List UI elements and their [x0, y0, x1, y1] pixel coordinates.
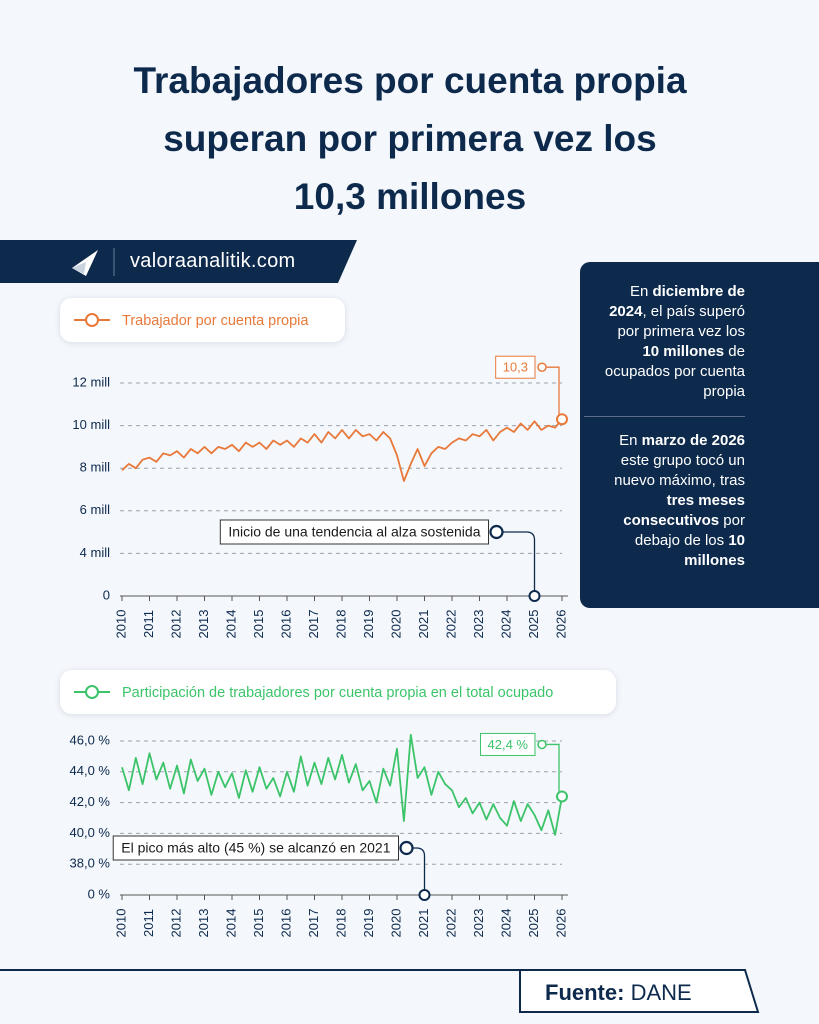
y-tick-label: 10 mill: [72, 417, 110, 432]
x-tick-label: 2020: [388, 610, 403, 639]
data-point: [556, 790, 568, 803]
value-label-box: [495, 355, 536, 379]
legend-label: Participación de trabajadores por cuenta…: [122, 685, 553, 701]
x-tick-label: 2023: [471, 909, 486, 938]
sidebar-paragraph: En marzo de 2026 este grupo tocó un nuev…: [584, 416, 745, 585]
brand-banner: [0, 240, 357, 283]
source-label: Fuente:: [545, 980, 625, 1005]
annotation-box: [219, 519, 489, 545]
x-tick-label: 2021: [416, 909, 431, 938]
x-tick-label: 2011: [141, 610, 156, 638]
annotation-dot: [399, 840, 414, 856]
sidebar-paragraph: En diciembre de 2024, el país superó por…: [600, 282, 745, 416]
annotation-connector: [412, 847, 426, 890]
annotation-text: Inicio de una tendencia al alza sostenid…: [228, 524, 480, 540]
x-tick-label: 2017: [306, 610, 321, 639]
value-label: 42,4 %: [488, 737, 529, 752]
annotation-dot: [489, 524, 504, 540]
legend-swatch: [85, 685, 99, 699]
x-tick-label: 2013: [196, 909, 211, 938]
source-name: DANE: [630, 980, 692, 1005]
x-tick-label: 2010: [113, 909, 128, 938]
y-tick-label: 40,0 %: [70, 825, 111, 840]
x-tick-label: 2010: [113, 610, 128, 639]
x-tick-label: 2022: [443, 610, 458, 639]
x-tick-label: 2025: [526, 610, 541, 639]
annotation-target: [418, 889, 431, 901]
annotation-text: El pico más alto (45 %) se alcanzó en 20…: [121, 840, 390, 856]
x-tick-label: 2024: [498, 610, 513, 639]
x-tick-label: 2018: [333, 909, 348, 938]
y-tick-label: 38,0 %: [70, 856, 111, 871]
x-tick-label: 2015: [251, 610, 266, 639]
sidebar-text: 10 millones: [642, 343, 725, 360]
y-tick-label: 0: [103, 587, 110, 602]
sidebar: En diciembre de 2024, el país superó por…: [580, 262, 819, 608]
y-tick-label: 4 mill: [80, 545, 110, 560]
y-tick-label: 46,0 %: [70, 732, 111, 747]
data-line: [121, 418, 563, 482]
sidebar-text: de ocupados por cuenta propia: [604, 343, 745, 400]
x-tick-label: 2018: [333, 610, 348, 639]
value-label: 10,3: [503, 360, 528, 375]
annotation-target: [528, 590, 541, 602]
x-tick-label: 2023: [471, 610, 486, 639]
x-tick-label: 2026: [553, 610, 568, 639]
x-tick-label: 2019: [361, 909, 376, 938]
legend-box: [60, 298, 345, 342]
y-tick-label: 42,0 %: [70, 794, 111, 809]
label-dot: [537, 739, 547, 750]
source: Fuente: DANE: [545, 980, 692, 1006]
y-tick-label: 44,0 %: [70, 763, 111, 778]
x-tick-label: 2012: [168, 610, 183, 639]
x-tick-label: 2016: [278, 909, 293, 938]
x-tick-label: 2013: [196, 610, 211, 639]
data-point: [556, 413, 568, 426]
annotation-connector: [502, 531, 536, 591]
y-tick-label: 8 mill: [80, 460, 110, 475]
label-connector: [546, 366, 560, 415]
x-tick-label: 2024: [498, 909, 513, 938]
x-tick-label: 2012: [168, 909, 183, 938]
sidebar-text: 10 millones: [684, 532, 745, 569]
x-tick-label: 2021: [416, 610, 431, 639]
x-tick-label: 2019: [361, 610, 376, 639]
x-tick-label: 2015: [251, 909, 266, 938]
value-label-box: [480, 732, 536, 756]
x-tick-label: 2011: [141, 909, 156, 937]
legend-swatch: [85, 313, 99, 327]
y-tick-label: 6 mill: [80, 502, 110, 517]
sidebar-text: tres meses consecutivos: [623, 492, 745, 529]
source-box: [519, 969, 760, 1013]
annotation-box: [112, 835, 399, 861]
sidebar-text: En: [629, 283, 653, 300]
x-tick-label: 2022: [443, 909, 458, 938]
sidebar-text: diciembre de 2024: [609, 283, 745, 320]
sidebar-text: este grupo tocó un nuevo máximo, tras: [614, 452, 745, 489]
label-connector: [546, 743, 560, 792]
x-tick-label: 2026: [553, 909, 568, 938]
brand: valoraanalitik.com: [130, 250, 296, 272]
x-tick-label: 2017: [306, 909, 321, 938]
x-tick-label: 2016: [278, 610, 293, 639]
title: Trabajadores por cuenta propia superan p…: [133, 60, 687, 217]
sidebar-text: En: [619, 432, 642, 449]
data-line: [121, 733, 563, 836]
x-tick-label: 2020: [388, 909, 403, 938]
x-tick-label: 2014: [223, 909, 238, 938]
legend-label: Trabajador por cuenta propia: [122, 313, 309, 329]
x-tick-label: 2014: [223, 610, 238, 639]
sidebar-text: , el país superó por primera vez los: [617, 303, 745, 340]
brand-logo-shade: [72, 262, 86, 274]
x-tick-label: 2025: [526, 909, 541, 938]
label-dot: [537, 362, 547, 372]
sidebar-text: por debajo de los: [634, 512, 745, 549]
sidebar-text: marzo de 2026: [641, 432, 745, 449]
legend-box: [60, 670, 616, 714]
y-tick-label: 12 mill: [72, 374, 110, 389]
y-tick-label: 0 %: [88, 886, 111, 901]
